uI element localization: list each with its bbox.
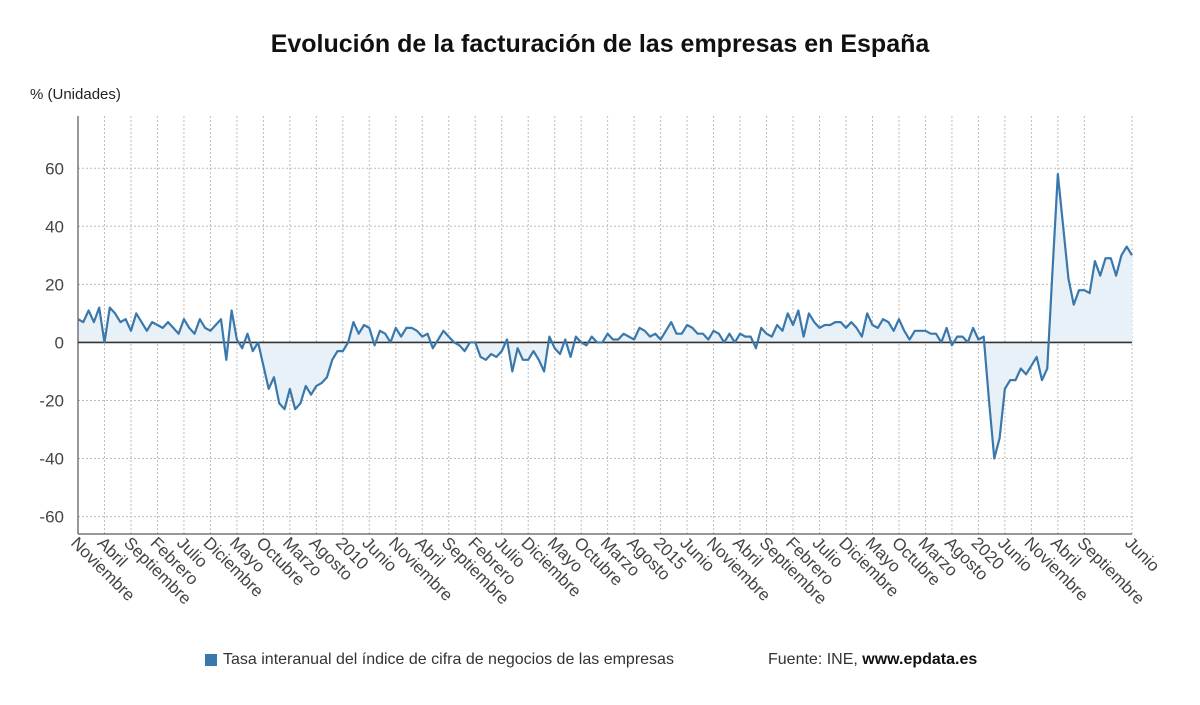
area-fill bbox=[78, 174, 1132, 459]
chart-title: Evolución de la facturación de las empre… bbox=[270, 30, 930, 58]
y-tick-label: 60 bbox=[45, 159, 64, 178]
y-tick-label: 40 bbox=[45, 217, 64, 236]
legend-label: Tasa interanual del índice de cifra de n… bbox=[223, 651, 674, 668]
y-tick-label: 0 bbox=[55, 333, 64, 352]
y-tick-label: -40 bbox=[39, 450, 64, 469]
y-tick-label: -20 bbox=[39, 391, 64, 410]
y-tick-labels: 60 40 20 0 -20 -40 -60 bbox=[39, 159, 64, 526]
y-tick-label: -60 bbox=[39, 508, 64, 527]
source-prefix: Fuente: INE, bbox=[768, 651, 863, 668]
series-line bbox=[77, 172, 1133, 460]
legend-swatch bbox=[205, 654, 217, 666]
x-tick-labels: NoviembreAbrilSeptiembreFebreroJulioDici… bbox=[67, 533, 1163, 608]
legend: Tasa interanual del índice de cifra de n… bbox=[205, 651, 674, 669]
source-site: www.epdata.es bbox=[862, 651, 978, 668]
x-tick-label: Junio bbox=[1121, 533, 1163, 575]
y-axis-unit-label: % (Unidades) bbox=[30, 86, 121, 103]
y-tick-label: 20 bbox=[45, 275, 64, 294]
grid-lines bbox=[77, 116, 1133, 534]
axes bbox=[77, 116, 1132, 535]
source-note: Fuente: INE, www.epdata.es bbox=[768, 651, 977, 669]
